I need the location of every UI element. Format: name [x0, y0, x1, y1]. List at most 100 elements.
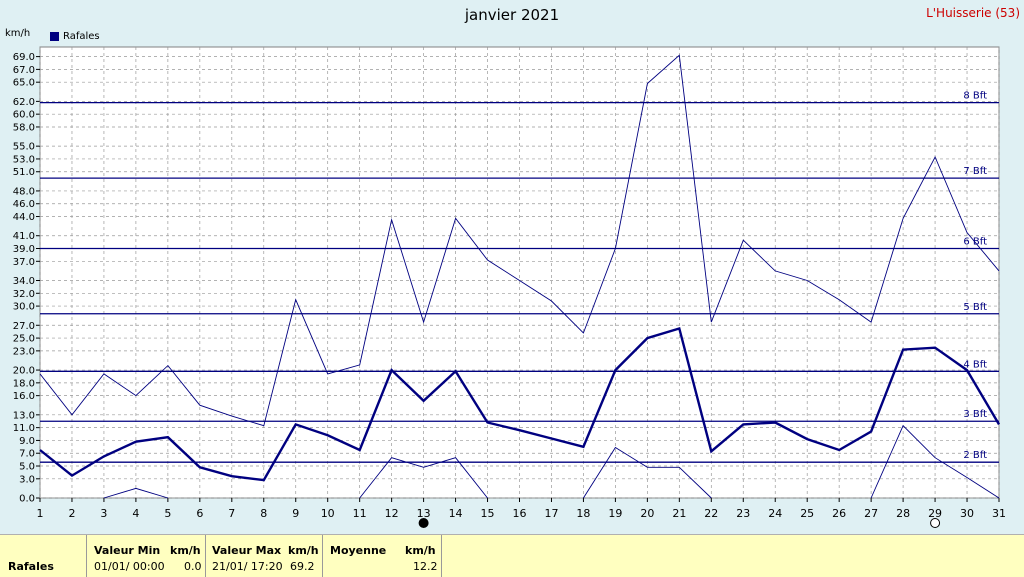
y-tick-label: 11.0 [13, 423, 35, 434]
y-tick-label: 53.0 [13, 154, 35, 165]
x-tick-label: 18 [576, 507, 590, 520]
x-tick-label: 19 [608, 507, 622, 520]
moon-full-icon [930, 518, 941, 528]
y-tick-label: 5.0 [19, 462, 35, 473]
x-tick-label: 17 [544, 507, 558, 520]
beaufort-label: 5 Bft [963, 302, 987, 313]
avg-header: Moyenne [330, 544, 387, 557]
station-name: L'Huisserie (53) [926, 6, 1020, 20]
x-tick-label: 3 [100, 507, 107, 520]
y-tick-label: 46.0 [13, 199, 35, 210]
y-axis-unit: km/h [5, 28, 31, 39]
x-tick-label: 2 [68, 507, 75, 520]
beaufort-label: 8 Bft [963, 91, 987, 102]
x-tick-label: 14 [449, 507, 463, 520]
x-tick-label: 9 [292, 507, 299, 520]
x-tick-label: 22 [704, 507, 718, 520]
beaufort-label: 3 Bft [963, 409, 987, 420]
x-tick-label: 7 [228, 507, 235, 520]
x-tick-label: 8 [260, 507, 267, 520]
y-tick-label: 9.0 [19, 436, 35, 447]
y-tick-label: 48.0 [13, 186, 35, 197]
x-tick-label: 26 [832, 507, 846, 520]
x-tick-label: 10 [321, 507, 335, 520]
x-tick-label: 12 [385, 507, 399, 520]
y-tick-label: 67.0 [13, 65, 35, 76]
series-min-line [103, 487, 169, 499]
plot-area [39, 46, 1000, 499]
footer-divider [441, 535, 442, 577]
x-tick-label: 31 [992, 507, 1006, 520]
y-tick-label: 18.0 [13, 378, 35, 389]
series-max-line [39, 54, 1000, 427]
series-mean-line [39, 326, 1001, 482]
series-min-line [359, 457, 488, 499]
beaufort-label: 2 Bft [963, 450, 987, 461]
beaufort-label: 7 Bft [963, 166, 987, 177]
y-tick-label: 58.0 [13, 122, 35, 133]
avg-value: 12.2 [413, 560, 438, 573]
moon-new-icon [418, 518, 429, 528]
x-tick-label: 30 [960, 507, 974, 520]
x-tick-label: 29 [928, 507, 942, 520]
footer-divider [322, 535, 323, 577]
min-unit: km/h [170, 544, 201, 557]
footer-row-label: Rafales [8, 560, 54, 573]
x-tick-label: 6 [196, 507, 203, 520]
y-tick-label: 32.0 [13, 289, 35, 300]
x-tick-label: 23 [736, 507, 750, 520]
y-tick-label: 34.0 [13, 276, 35, 287]
chart-canvas: 0.03.05.07.09.011.013.016.018.020.023.02… [13, 46, 1006, 528]
series-min-line [870, 424, 1000, 499]
y-tick-label: 16.0 [13, 391, 35, 402]
x-tick-label: 15 [481, 507, 495, 520]
x-tick-label: 24 [768, 507, 782, 520]
x-tick-label: 1 [37, 507, 44, 520]
y-tick-label: 65.0 [13, 78, 35, 89]
stats-footer: Rafales Valeur Min km/h 01/01/ 00:00 0.0… [0, 534, 1024, 577]
x-tick-label: 13 [417, 507, 431, 520]
max-header: Valeur Max [212, 544, 282, 557]
x-tick-label: 16 [513, 507, 527, 520]
y-tick-label: 44.0 [13, 212, 35, 223]
x-tick-label: 20 [640, 507, 654, 520]
y-tick-label: 30.0 [13, 302, 35, 313]
y-tick-label: 37.0 [13, 257, 35, 268]
max-value: 69.2 [290, 560, 315, 573]
min-date: 01/01/ 00:00 [94, 560, 165, 573]
legend-swatch [50, 32, 59, 41]
x-tick-label: 4 [132, 507, 139, 520]
max-unit: km/h [288, 544, 319, 557]
legend: Rafales [50, 31, 100, 42]
x-tick-label: 11 [353, 507, 367, 520]
y-tick-label: 69.0 [13, 52, 35, 63]
x-tick-label: 28 [896, 507, 910, 520]
y-tick-label: 25.0 [13, 334, 35, 345]
y-tick-label: 13.0 [13, 410, 35, 421]
y-tick-label: 39.0 [13, 244, 35, 255]
y-tick-label: 41.0 [13, 231, 35, 242]
beaufort-label: 4 Bft [963, 359, 987, 370]
avg-unit: km/h [405, 544, 436, 557]
y-tick-label: 3.0 [19, 474, 35, 485]
series-min-line [583, 446, 712, 499]
x-tick-label: 21 [672, 507, 686, 520]
y-tick-label: 20.0 [13, 366, 35, 377]
y-tick-label: 55.0 [13, 142, 35, 153]
x-tick-label: 27 [864, 507, 878, 520]
max-date: 21/01/ 17:20 [212, 560, 283, 573]
y-tick-label: 51.0 [13, 167, 35, 178]
legend-label: Rafales [63, 31, 100, 42]
y-tick-label: 0.0 [19, 494, 35, 505]
min-value: 0.0 [184, 560, 202, 573]
x-tick-label: 5 [164, 507, 171, 520]
y-tick-label: 7.0 [19, 449, 35, 460]
y-tick-label: 60.0 [13, 110, 35, 121]
min-header: Valeur Min [94, 544, 161, 557]
y-tick-label: 27.0 [13, 321, 35, 332]
y-tick-label: 62.0 [13, 97, 35, 108]
chart-title: janvier 2021 [464, 6, 560, 24]
footer-divider [205, 535, 206, 577]
x-tick-label: 25 [800, 507, 814, 520]
y-tick-label: 23.0 [13, 346, 35, 357]
